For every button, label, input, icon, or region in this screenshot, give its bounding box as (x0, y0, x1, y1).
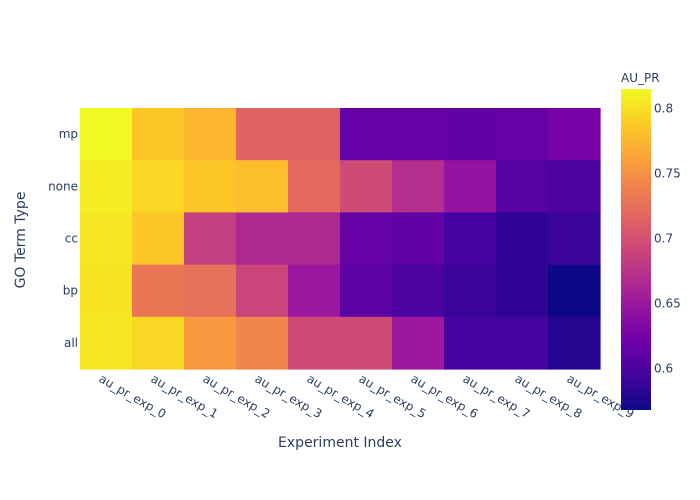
heatmap-cell (392, 316, 445, 370)
heatmap-cell (340, 160, 393, 213)
y-axis-title: GO Term Type (13, 192, 29, 289)
heatmap-cell (496, 160, 549, 213)
heatmap-cell (184, 160, 237, 213)
y-tick-label: cc (65, 232, 78, 246)
heatmap-cell (548, 108, 601, 161)
heatmap-cell (80, 316, 133, 370)
heatmap-cell (392, 212, 445, 266)
heatmap-cell (132, 264, 185, 318)
heatmap-cell (236, 264, 289, 318)
heatmap-cell (392, 108, 445, 161)
heatmap-cell (548, 212, 601, 266)
colorbar-tick-label: 0.75 (654, 167, 681, 181)
heatmap-cell (496, 264, 549, 318)
heatmap-cell (80, 212, 133, 266)
heatmap-cell (184, 264, 237, 318)
heatmap-cell (288, 212, 341, 266)
heatmap-cell (288, 108, 341, 161)
colorbar-tick-label: 0.65 (654, 296, 681, 310)
colorbar-tick-label: 0.8 (654, 102, 673, 116)
heatmap-cell (496, 316, 549, 370)
heatmap-cell (236, 160, 289, 213)
heatmap-cell (496, 108, 549, 161)
heatmap-cell (288, 264, 341, 318)
heatmap-cell (184, 212, 237, 266)
heatmap-cell (236, 212, 289, 266)
heatmap-cell (132, 108, 185, 161)
heatmap-cell (132, 212, 185, 266)
heatmap-cell (548, 264, 601, 318)
heatmap-cell (548, 316, 601, 370)
heatmap-cell (340, 212, 393, 266)
heatmap-cell (392, 160, 445, 213)
heatmap-cell (444, 316, 497, 370)
heatmap-cell (80, 108, 133, 161)
heatmap-cell (236, 316, 289, 370)
heatmap-cell (340, 316, 393, 370)
x-axis-ticks: au_pr_exp_0au_pr_exp_1au_pr_exp_2au_pr_e… (97, 371, 637, 421)
heatmap-cell (392, 264, 445, 318)
y-tick-label: all (64, 336, 78, 350)
heatmap-cell (444, 108, 497, 161)
heatmap-cells (80, 108, 601, 370)
heatmap-cell (496, 212, 549, 266)
y-axis-ticks: mp none cc bp all (48, 127, 78, 350)
heatmap-cell (184, 108, 237, 161)
heatmap-cell (236, 108, 289, 161)
heatmap-cell (444, 160, 497, 213)
heatmap-cell (80, 160, 133, 213)
heatmap-cell (548, 160, 601, 213)
heatmap-cell (444, 264, 497, 318)
y-tick-label: mp (59, 127, 78, 141)
y-tick-label: bp (63, 284, 78, 298)
heatmap-cell (288, 160, 341, 213)
heatmap-cell (132, 316, 185, 370)
colorbar-gradient (621, 89, 651, 410)
colorbar: 0.6 0.65 0.7 0.75 0.8 (621, 89, 681, 410)
colorbar-title: AU_PR (621, 71, 660, 85)
heatmap-cell (340, 264, 393, 318)
colorbar-tick-label: 0.7 (654, 232, 673, 246)
heatmap-cell (288, 316, 341, 370)
heatmap-cell (444, 212, 497, 266)
x-axis-title: Experiment Index (278, 435, 402, 451)
colorbar-tick-label: 0.6 (654, 361, 673, 375)
y-tick-label: none (48, 179, 78, 193)
heatmap-cell (132, 160, 185, 213)
heatmap-cell (80, 264, 133, 318)
heatmap-cell (184, 316, 237, 370)
heatmap-cell (340, 108, 393, 161)
